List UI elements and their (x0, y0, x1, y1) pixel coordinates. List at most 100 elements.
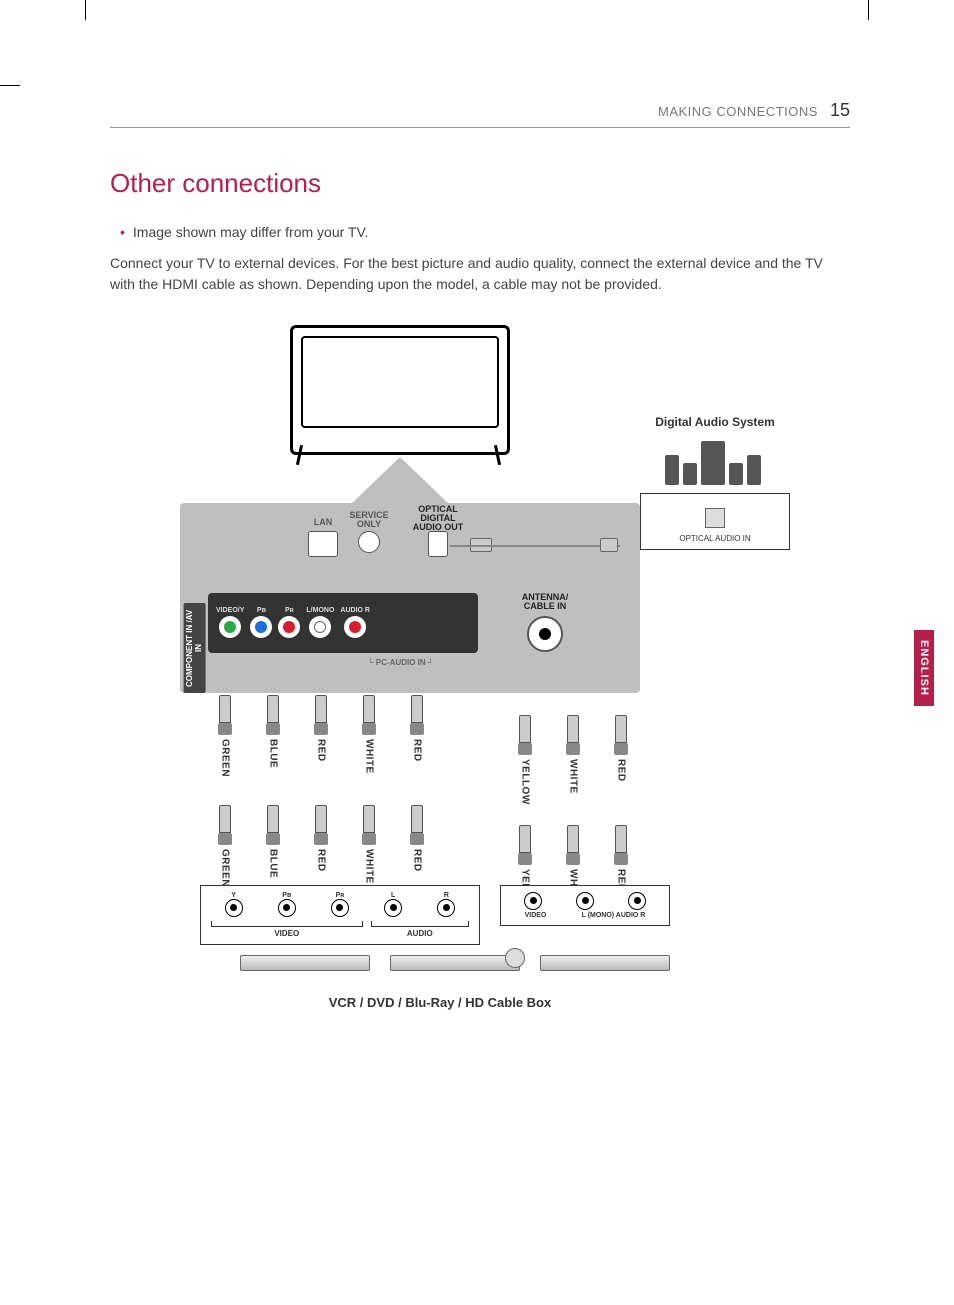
dvd-player-icon (240, 955, 370, 971)
lan-port (308, 531, 338, 557)
rca-port: AUDIO R (340, 607, 370, 638)
rca-port-label: L/MONO (306, 607, 334, 614)
cable: WHITE (354, 695, 384, 777)
connection-diagram: LAN SERVICE ONLY OPTICAL DIGITAL AUDIO O… (180, 325, 800, 1025)
rca-port-label: Pʀ (285, 607, 294, 614)
callout-pointer (350, 457, 450, 505)
rca-port-label: AUDIO R (340, 607, 370, 614)
bullet-dot-icon: • (120, 223, 125, 243)
bullet-item: • Image shown may differ from your TV. (120, 223, 850, 243)
section-name: MAKING CONNECTIONS (658, 104, 818, 119)
device-port-label: Pʀ (331, 892, 349, 899)
tv-icon (290, 325, 510, 455)
device-port-label: R (437, 892, 455, 899)
av-video-label: VIDEO (525, 912, 547, 919)
cable: BLUE (258, 805, 288, 887)
device-port-label: Y (225, 892, 243, 899)
antenna-label: ANTENNA/ CABLE IN (510, 593, 580, 613)
device-port: Pʙ (278, 892, 296, 917)
cable-color-label: BLUE (268, 849, 279, 878)
cable: BLUE (258, 695, 288, 777)
rca-port: Pʙ (250, 607, 272, 638)
av-cables-top: YELLOW WHITE RED (510, 715, 636, 805)
bullet-text: Image shown may differ from your TV. (133, 223, 369, 243)
cable-color-label: WHITE (568, 759, 579, 794)
pc-audio-label: └ PC-AUDIO IN ┘ (368, 658, 434, 667)
tv-rear-panel: LAN SERVICE ONLY OPTICAL DIGITAL AUDIO O… (180, 503, 640, 693)
cable-color-label: YELLOW (520, 759, 531, 805)
cable: RED (306, 695, 336, 777)
cable-color-label: RED (316, 849, 327, 872)
crop-mark (0, 85, 20, 86)
crop-mark (868, 0, 869, 20)
device-port-label: L (384, 892, 402, 899)
service-label: SERVICE ONLY (348, 511, 390, 529)
lan-label: LAN (302, 517, 344, 527)
device-port: L (384, 892, 402, 917)
language-tab: ENGLISH (914, 630, 934, 706)
rca-port: L/MONO (306, 607, 334, 638)
dvd-player-icon (390, 955, 520, 971)
video-section-label: VIDEO (207, 929, 367, 938)
cable: RED (306, 805, 336, 887)
source-device-component: Y Pʙ Pʀ L R VIDEO AUDIO (200, 885, 480, 945)
cable: RED (402, 805, 432, 887)
cable: RED (606, 715, 636, 805)
optical-cable (450, 545, 620, 547)
cable: WHITE (558, 715, 588, 805)
device-port-label: Pʙ (278, 892, 296, 899)
rca-port: VIDEO/Y (216, 607, 244, 638)
av-video-port (524, 892, 542, 910)
cable: RED (402, 695, 432, 777)
av-audio-label: L (MONO) AUDIO R (582, 912, 646, 919)
cable-color-label: GREEN (220, 739, 231, 777)
rca-port-label: Pʙ (257, 607, 266, 614)
cable-color-label: RED (412, 849, 423, 872)
service-port (358, 531, 380, 553)
page-number: 15 (830, 100, 850, 121)
cable-color-label: RED (412, 739, 423, 762)
optical-out-port (428, 531, 448, 557)
rca-port: Pʀ (278, 607, 300, 638)
cable-color-label: BLUE (268, 739, 279, 768)
cable-color-label: RED (316, 739, 327, 762)
page-header: MAKING CONNECTIONS 15 (110, 100, 850, 128)
digital-audio-system: Digital Audio System OPTICAL AUDIO IN (640, 415, 790, 550)
optical-in-box: OPTICAL AUDIO IN (640, 493, 790, 550)
cable-color-label: RED (616, 759, 627, 782)
device-port: Pʀ (331, 892, 349, 917)
crop-mark (85, 0, 86, 20)
rca-port-label: VIDEO/Y (216, 607, 244, 614)
component-cables-top: GREEN BLUE RED WHITE RED (210, 695, 432, 777)
page-title: Other connections (110, 168, 850, 199)
cable-color-label: WHITE (364, 849, 375, 884)
device-caption: VCR / DVD / Blu-Ray / HD Cable Box (300, 995, 580, 1012)
audio-section-label: AUDIO (367, 929, 473, 938)
cable-color-label: WHITE (364, 739, 375, 774)
cable: GREEN (210, 805, 240, 887)
cable: WHITE (354, 805, 384, 887)
cable-color-label: GREEN (220, 849, 231, 887)
component-cables-bottom: GREEN BLUE RED WHITE RED (210, 805, 432, 887)
source-device-av: VIDEO L (MONO) AUDIO R (500, 885, 670, 926)
disc-icon (505, 948, 525, 968)
body-paragraph: Connect your TV to external devices. For… (110, 253, 850, 295)
cable: GREEN (210, 695, 240, 777)
digital-audio-title: Digital Audio System (640, 415, 790, 429)
optical-in-port (705, 508, 725, 528)
antenna-group: ANTENNA/ CABLE IN (510, 593, 580, 653)
antenna-port (527, 616, 563, 652)
rca-port-row: VIDEO/Y Pʙ Pʀ L/MONO AUDIO R (208, 593, 478, 653)
optical-plug (600, 538, 618, 552)
device-port: Y (225, 892, 243, 917)
dvd-player-icon (540, 955, 670, 971)
cable: YELLOW (510, 715, 540, 805)
page-content: MAKING CONNECTIONS 15 Other connections … (110, 100, 850, 1025)
player-devices (240, 955, 670, 971)
av-audio-l-port (576, 892, 594, 910)
av-audio-r-port (628, 892, 646, 910)
optical-in-label: OPTICAL AUDIO IN (649, 534, 781, 543)
component-av-label: COMPONENT IN /AV IN (184, 603, 206, 693)
optical-out-label: OPTICAL DIGITAL AUDIO OUT (410, 505, 466, 532)
speaker-system-icon (665, 435, 765, 485)
